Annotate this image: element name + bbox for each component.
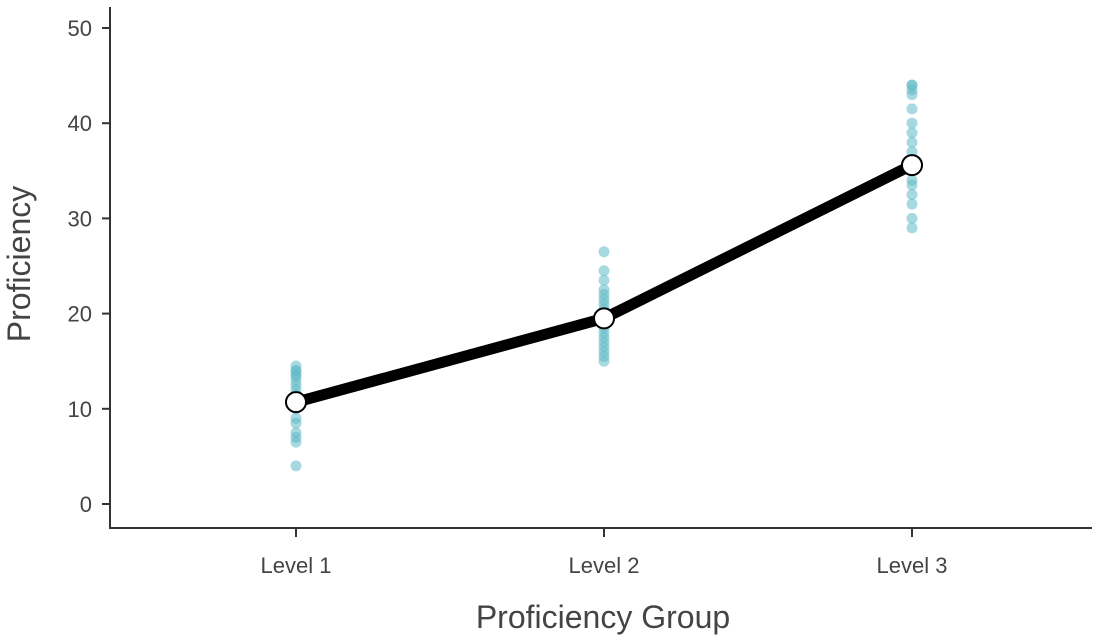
raw-data-point	[906, 222, 918, 234]
raw-data-point	[906, 136, 918, 148]
raw-data-point	[290, 412, 302, 424]
raw-data-point	[598, 284, 610, 296]
raw-data-point	[906, 103, 918, 115]
x-axis-title: Proficiency Group	[476, 599, 730, 635]
raw-data-point	[290, 360, 302, 372]
raw-data-point	[906, 198, 918, 210]
y-tick-label: 50	[68, 16, 92, 41]
raw-data-point	[598, 246, 610, 258]
raw-points	[290, 79, 918, 472]
y-axis-title: Proficiency	[1, 186, 37, 343]
mean-point	[901, 154, 923, 177]
raw-data-point	[906, 189, 918, 201]
raw-data-point	[906, 117, 918, 129]
raw-data-point	[906, 212, 918, 224]
x-tick-label: Level 2	[569, 553, 640, 578]
mean-points	[285, 154, 923, 414]
y-ticks: 0 10 20 30 40 50	[68, 16, 110, 517]
mean-point	[285, 391, 307, 414]
raw-data-point	[290, 427, 302, 439]
x-tick-label: Level 3	[877, 553, 948, 578]
x-ticks: Level 1 Level 2 Level 3	[261, 528, 948, 578]
raw-data-point	[906, 79, 918, 91]
y-tick-label: 0	[80, 492, 92, 517]
y-tick-label: 20	[68, 302, 92, 327]
mean-point	[593, 307, 615, 330]
y-tick-label: 30	[68, 206, 92, 231]
raw-data-point	[906, 127, 918, 139]
x-tick-label: Level 1	[261, 553, 332, 578]
y-tick-label: 10	[68, 397, 92, 422]
raw-data-point	[906, 174, 918, 186]
raw-data-point	[598, 265, 610, 277]
raw-data-point	[290, 460, 302, 472]
y-tick-label: 40	[68, 111, 92, 136]
raw-data-point	[598, 274, 610, 286]
